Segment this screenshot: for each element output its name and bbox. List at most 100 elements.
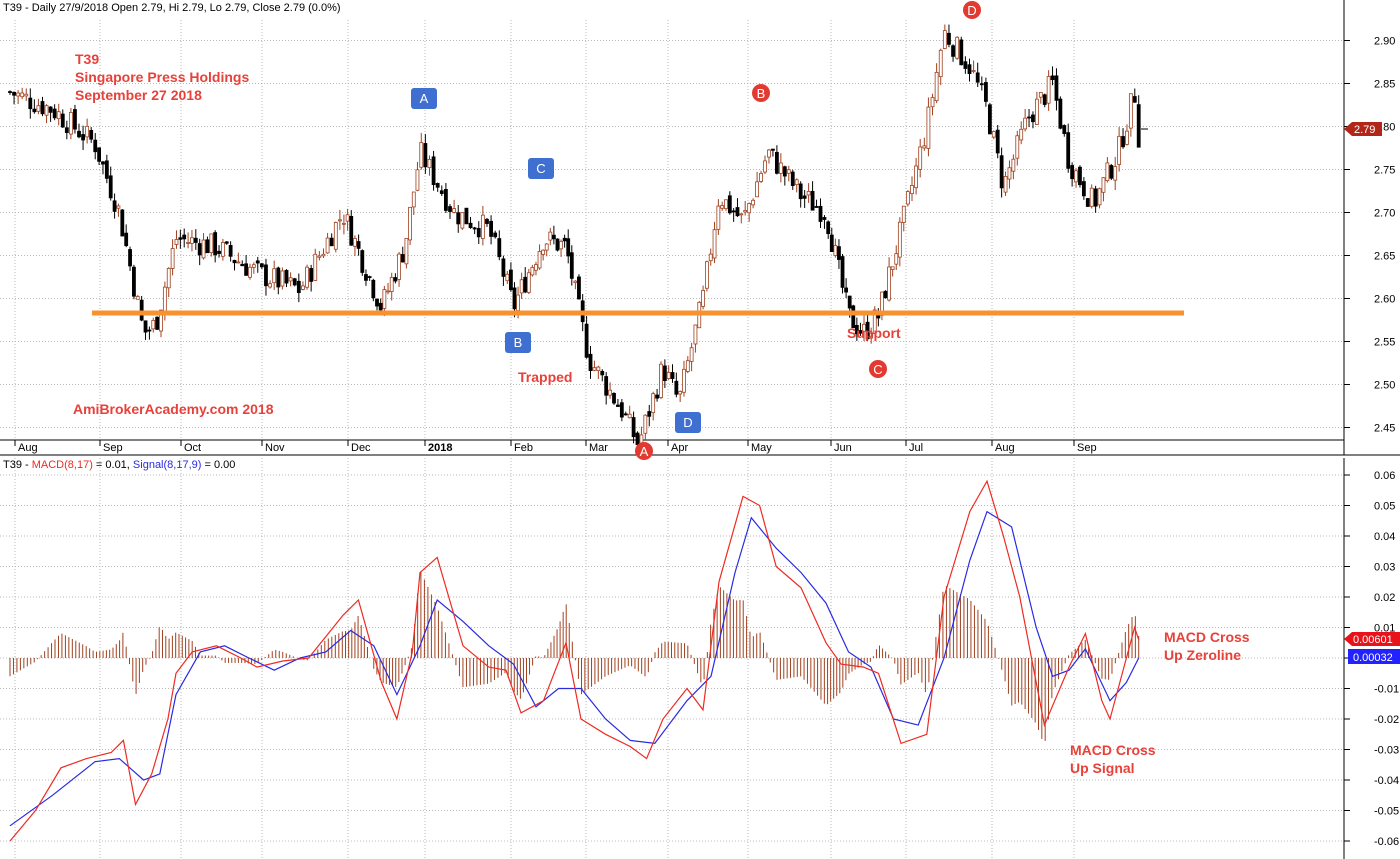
candle-body xyxy=(1093,188,1098,207)
candle-body xyxy=(1128,93,1133,129)
candle-body xyxy=(170,248,175,269)
macd-y-tick-label: 0.04 xyxy=(1374,531,1395,543)
candle-body xyxy=(551,234,556,240)
candle-body xyxy=(627,413,632,419)
candle-body xyxy=(501,258,506,277)
candle-body xyxy=(251,264,256,268)
candle-body xyxy=(135,296,140,300)
candle-body xyxy=(592,367,597,371)
candle-body xyxy=(530,266,535,276)
candle-body xyxy=(104,160,109,179)
marker-circle-d-label: D xyxy=(967,3,976,18)
macd-y-tick-label: 0.06 xyxy=(1374,470,1395,482)
candle-body xyxy=(382,289,387,309)
candle-body xyxy=(313,253,318,281)
candle-body xyxy=(596,366,601,371)
candle-body xyxy=(712,229,717,259)
candle-body xyxy=(36,105,41,112)
candle-body xyxy=(493,232,498,238)
candle-body xyxy=(537,251,542,269)
candle-body xyxy=(97,147,102,162)
candle-body xyxy=(472,227,477,230)
candle-body xyxy=(670,372,675,379)
candle-body xyxy=(116,205,121,209)
note-signal-line-1: MACD Cross xyxy=(1070,742,1156,758)
candle-body xyxy=(786,169,791,174)
candle-body xyxy=(890,266,895,270)
title-line-3: September 27 2018 xyxy=(75,87,202,103)
candle-body xyxy=(858,330,863,334)
candle-body xyxy=(24,93,29,97)
candle-body xyxy=(562,237,567,242)
macd-header-macd-label: MACD(8,17) xyxy=(32,459,93,471)
candle-body xyxy=(743,210,748,213)
candle-body xyxy=(120,209,125,237)
candle-body xyxy=(431,156,436,185)
candle-body xyxy=(423,143,428,168)
candle-body xyxy=(411,191,416,208)
candle-body xyxy=(367,276,372,278)
candle-body xyxy=(662,365,667,382)
candle-body xyxy=(995,129,1000,154)
macd-y-tick-label: -0.06 xyxy=(1374,836,1399,848)
candle-body xyxy=(666,372,671,379)
candle-body xyxy=(444,189,448,211)
candle-body xyxy=(689,347,694,362)
candle-body xyxy=(1132,96,1137,103)
candle-body xyxy=(292,278,297,286)
candle-body xyxy=(509,269,513,291)
candle-body xyxy=(872,309,877,334)
candle-body xyxy=(217,250,221,254)
candle-body xyxy=(623,413,628,416)
candle-body xyxy=(32,108,37,113)
candle-body xyxy=(1101,177,1106,193)
candle-body xyxy=(1085,198,1090,207)
candle-body xyxy=(1062,125,1067,134)
candle-body xyxy=(685,360,690,372)
candle-body xyxy=(612,393,616,404)
candle-body xyxy=(301,285,305,290)
candle-body xyxy=(276,267,281,288)
candle-body xyxy=(489,220,493,237)
marker-square-b-label: B xyxy=(514,335,523,350)
candle-body xyxy=(378,302,383,311)
candle-body xyxy=(1081,181,1086,197)
candle-body xyxy=(651,393,656,414)
candle-body xyxy=(739,213,744,216)
candle-body xyxy=(938,49,943,78)
candle-body xyxy=(659,363,663,398)
candle-body xyxy=(802,195,807,199)
candle-body xyxy=(393,277,398,282)
candle-body xyxy=(724,199,728,210)
watermark: AmiBrokerAcademy.com 2018 xyxy=(73,401,274,417)
candle-body xyxy=(353,238,357,247)
candle-body xyxy=(608,389,612,396)
candle-body xyxy=(747,203,752,214)
price-y-axis: 2.452.502.552.602.652.702.752.802.852.90 xyxy=(1344,36,1395,435)
candle-body xyxy=(767,149,771,158)
candle-body xyxy=(415,169,420,191)
candle-body xyxy=(112,200,117,212)
candle-body xyxy=(1136,104,1141,148)
candle-body xyxy=(534,264,538,271)
candle-body xyxy=(851,305,856,329)
candle-body xyxy=(497,238,502,258)
candle-body xyxy=(1031,114,1035,123)
marker-circle-d: D xyxy=(963,1,981,19)
candle-body xyxy=(1027,116,1031,119)
candle-body xyxy=(44,105,49,116)
macd-y-tick-label: 0.05 xyxy=(1374,501,1395,513)
candle-body xyxy=(193,237,198,243)
x-tick-label: Aug xyxy=(995,442,1015,454)
candle-body xyxy=(1074,170,1078,183)
candle-body xyxy=(73,109,77,130)
marker-circle-c: C xyxy=(869,360,887,378)
candle-body xyxy=(1113,166,1118,181)
candle-body xyxy=(1042,94,1047,105)
candle-body xyxy=(854,324,859,335)
x-tick-label: Aug xyxy=(18,442,38,454)
candle-body xyxy=(64,127,69,133)
candle-body xyxy=(1054,75,1059,101)
candle-body xyxy=(232,259,237,264)
